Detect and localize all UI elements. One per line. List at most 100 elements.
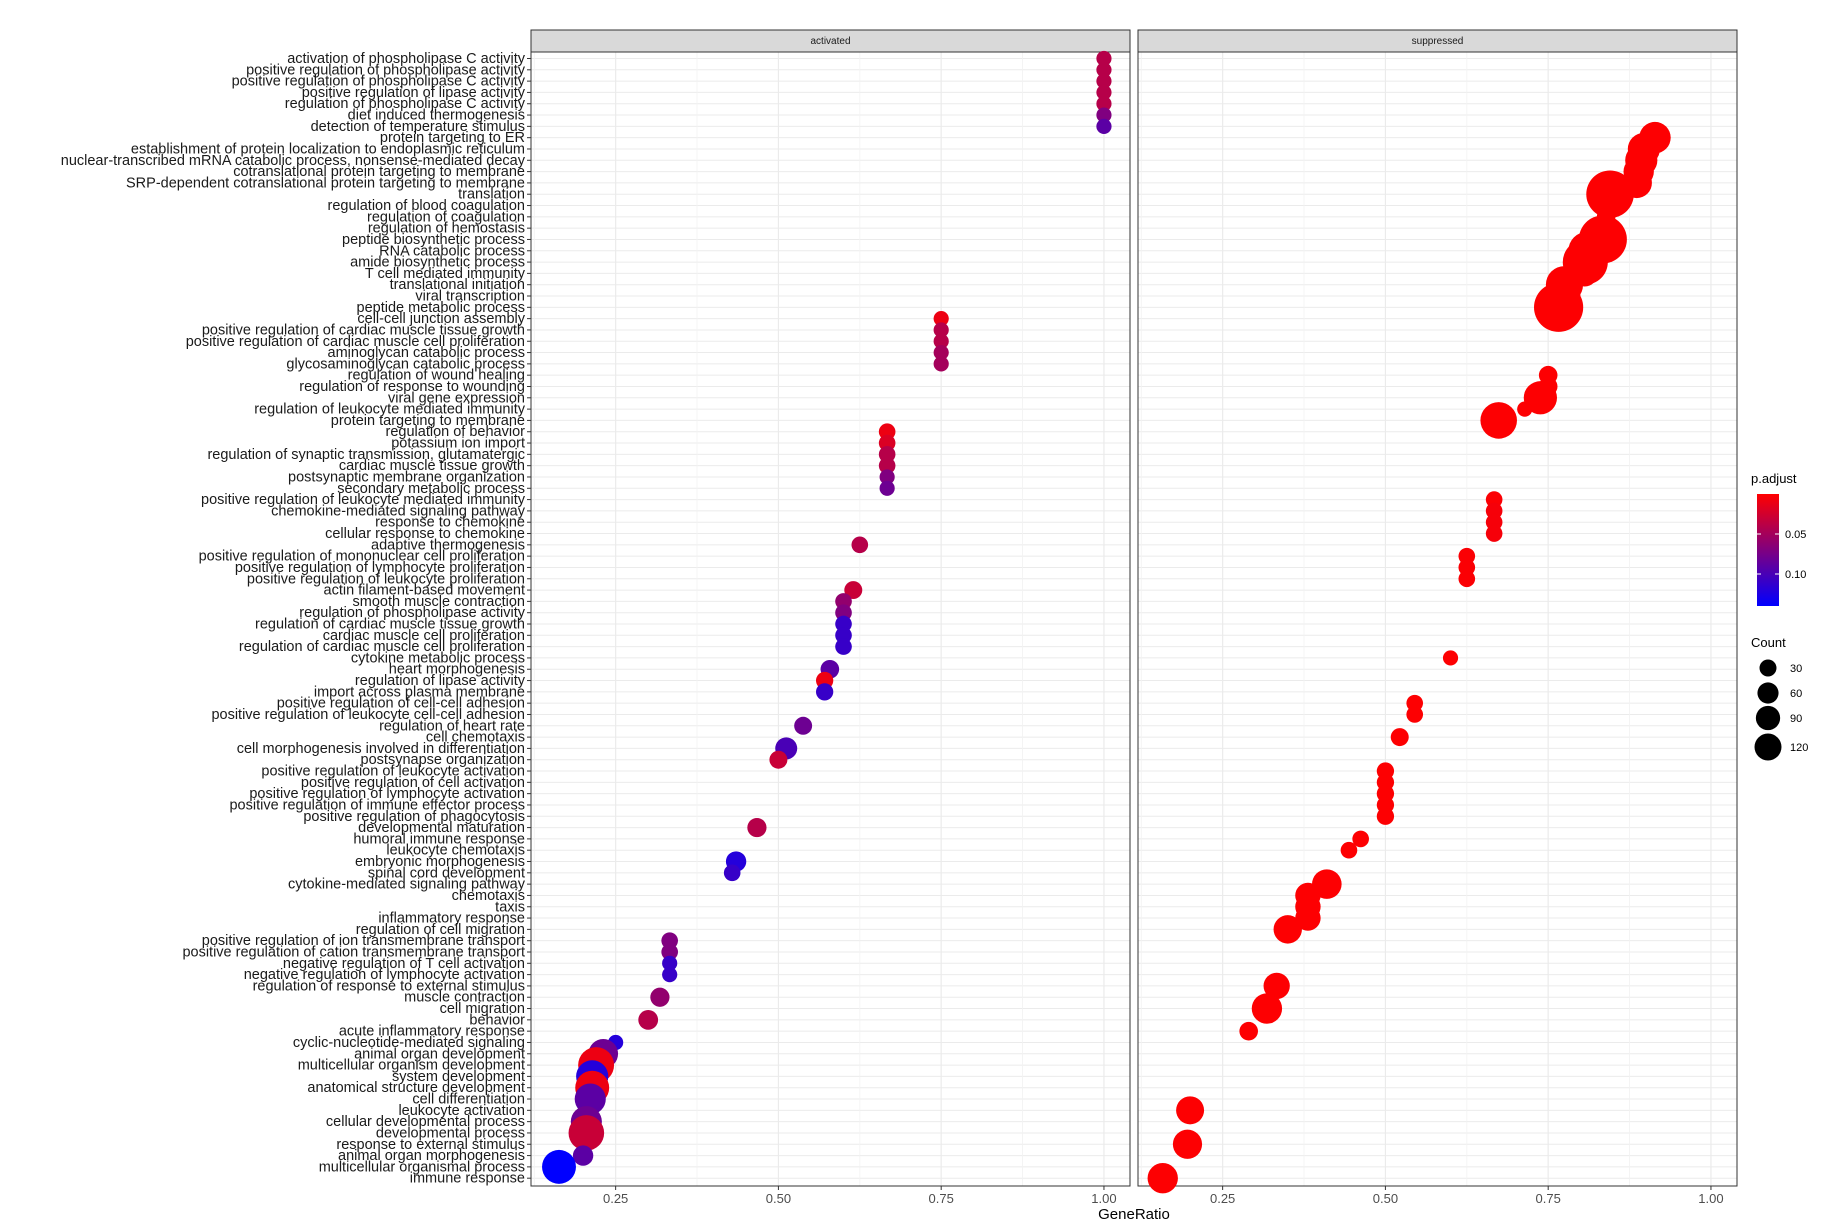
data-point-activated: [851, 536, 869, 554]
color-legend-bar: [1757, 494, 1779, 606]
y-tick-label: immune response: [410, 1171, 525, 1187]
data-point-activated: [542, 1149, 576, 1184]
y-tick-label: chemokine-mediated signaling pathway: [271, 503, 526, 519]
data-point-activated: [933, 322, 949, 338]
data-point-suppressed: [1523, 381, 1557, 415]
y-tick-label: negative regulation of lymphocyte activa…: [244, 967, 525, 983]
y-tick-label: import across plasma membrane: [314, 684, 525, 700]
y-tick-label: cell migration: [440, 1001, 525, 1017]
data-point-activated: [878, 457, 896, 474]
panel-frame: [530, 51, 1131, 1187]
y-tick-label: diet induced thermogenesis: [348, 108, 525, 124]
size-legend-label: 60: [1790, 688, 1802, 700]
facet-label-suppressed: suppressed: [1412, 36, 1464, 47]
y-tick-label: peptide biosynthetic process: [342, 232, 525, 248]
y-tick-label: peptide metabolic process: [357, 300, 525, 316]
data-point-suppressed: [1534, 282, 1584, 332]
data-point-activated: [1096, 73, 1112, 89]
y-tick-label: inflammatory response: [378, 911, 525, 927]
size-legend-key: [1759, 659, 1777, 677]
y-tick-label: secondary metabolic process: [337, 481, 525, 497]
y-tick-label: regulation of heart rate: [379, 718, 525, 734]
data-point-activated: [1096, 62, 1112, 78]
facet-strip-suppressed: [1137, 29, 1738, 53]
data-point-activated: [572, 1145, 594, 1166]
data-point-activated: [815, 683, 834, 701]
size-legend-key: [1755, 705, 1781, 731]
y-tick-label: taxis: [495, 899, 525, 915]
y-tick-label: leukocyte chemotaxis: [386, 843, 525, 859]
facet-strip-activated: [530, 29, 1131, 53]
data-point-activated: [650, 987, 670, 1007]
y-tick-label: translational initiation: [390, 277, 525, 293]
data-point-suppressed: [1442, 650, 1459, 666]
data-point-suppressed: [1340, 841, 1358, 859]
data-point-suppressed: [1239, 1021, 1258, 1041]
data-point-suppressed: [1176, 1096, 1205, 1125]
data-point-suppressed: [1273, 915, 1302, 944]
data-point-activated: [769, 750, 788, 769]
y-tick-label: positive regulation of leukocyte cell-ce…: [211, 707, 525, 723]
y-tick-label: anatomical structure development: [307, 1080, 525, 1096]
y-tick-label: response to chemokine: [375, 515, 525, 531]
y-tick-label: cell-cell junction assembly: [357, 311, 525, 327]
y-tick-label: positive regulation of lipase activity: [302, 85, 526, 101]
y-tick-label: multicellular organism development: [298, 1058, 525, 1074]
y-tick-label: adaptive thermogenesis: [371, 537, 525, 553]
data-point-activated: [835, 638, 852, 655]
y-tick-label: cardiac muscle tissue growth: [339, 458, 525, 474]
y-tick-label: cell differentiation: [412, 1092, 525, 1108]
grid-layer: [531, 52, 1737, 1186]
y-tick-label: nuclear-transcribed mRNA catabolic proce…: [61, 153, 526, 169]
size-legend-label: 90: [1790, 713, 1802, 725]
y-tick-label: translation: [458, 187, 525, 203]
data-point-suppressed: [1390, 728, 1409, 747]
y-tick-label: postsynapse organization: [361, 752, 525, 768]
y-tick-label: regulation of response to external stimu…: [253, 978, 525, 994]
data-point-suppressed: [1172, 1129, 1203, 1159]
y-tick-label: SRP-dependent cotranslational protein ta…: [126, 175, 525, 191]
y-tick-label: RNA catabolic process: [379, 243, 525, 259]
data-point-suppressed: [1517, 401, 1533, 417]
y-tick-label: protein targeting to membrane: [331, 413, 525, 429]
y-tick-label: regulation of cardiac muscle tissue grow…: [255, 617, 525, 633]
data-point-activated: [879, 480, 895, 496]
y-tick-label: acute inflammatory response: [339, 1024, 525, 1040]
y-tick-label: muscle contraction: [404, 990, 525, 1006]
y-tick-label: cellular developmental process: [326, 1114, 525, 1130]
y-tick-label: regulation of cell migration: [356, 922, 525, 938]
data-point-activated: [794, 716, 813, 735]
y-tick-label: positive regulation of mononuclear cell …: [199, 549, 525, 565]
y-tick-label: regulation of hemostasis: [368, 221, 525, 237]
y-tick-label: cell chemotaxis: [426, 730, 525, 746]
panel-frame: [1137, 51, 1738, 1187]
data-point-activated: [662, 955, 678, 971]
y-tick-label: cytokine-mediated signaling pathway: [288, 877, 526, 893]
y-tick-label: positive regulation of phospholipase C a…: [232, 74, 526, 90]
y-tick-label: positive regulation of cation transmembr…: [182, 944, 525, 960]
data-points: [542, 50, 1671, 1194]
y-tick-label: potassium ion import: [391, 436, 525, 452]
x-tick-label: 0.50: [1373, 1191, 1398, 1206]
y-tick-label: positive regulation of leukocyte activat…: [261, 764, 525, 780]
x-tick-label: 1.00: [1698, 1191, 1723, 1206]
data-point-activated: [661, 943, 678, 961]
y-tick-label: heart morphogenesis: [389, 662, 525, 678]
y-tick-label: glycosaminoglycan catabolic process: [286, 356, 525, 372]
x-tick-label: 0.50: [766, 1191, 791, 1206]
data-point-activated: [933, 333, 949, 349]
y-tick-label: animal organ development: [354, 1046, 525, 1062]
y-tick-label: aminoglycan catabolic process: [328, 345, 525, 361]
y-tick-label: regulation of leukocyte mediated immunit…: [254, 402, 526, 418]
data-point-activated: [879, 469, 895, 485]
y-tick-label: cellular response to chemokine: [325, 526, 525, 542]
data-point-suppressed: [1263, 972, 1290, 1000]
y-tick-label: regulation of phospholipase C activity: [285, 96, 526, 112]
y-tick-label: regulation of response to wounding: [299, 379, 525, 395]
y-tick-label: positive regulation of immune effector p…: [229, 797, 525, 813]
y-tick-label: positive regulation of phagocytosis: [303, 809, 525, 825]
legends: p.adjust 0.05 0.10 Count 30 60 90 120: [1751, 471, 1808, 761]
y-tick-label: positive regulation of cell-cell adhesio…: [277, 696, 525, 712]
size-legend-title: Count: [1751, 635, 1786, 650]
